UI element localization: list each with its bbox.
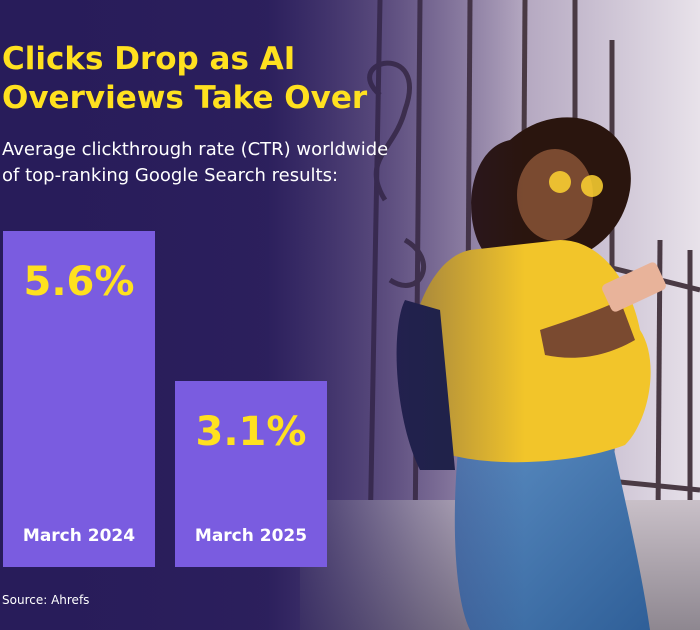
bar-1 [3, 231, 155, 567]
bar-category-label-2: March 2025 [195, 526, 307, 546]
bar-value-label-1: 5.6% [24, 259, 135, 305]
headline-line-1: Clicks Drop as AI [2, 41, 296, 77]
headline: Clicks Drop as AI Overviews Take Over [2, 40, 367, 118]
subtitle: Average clickthrough rate (CTR) worldwid… [2, 137, 388, 189]
bar-value-label-2: 3.1% [196, 409, 307, 455]
bar-2 [175, 381, 327, 567]
subtitle-line-2: of top-ranking Google Search results: [2, 165, 339, 186]
source-note: Source: Ahrefs [2, 593, 90, 607]
subtitle-line-1: Average clickthrough rate (CTR) worldwid… [2, 139, 389, 160]
bar-category-label-1: March 2024 [23, 526, 135, 546]
headline-line-2: Overviews Take Over [2, 80, 368, 116]
